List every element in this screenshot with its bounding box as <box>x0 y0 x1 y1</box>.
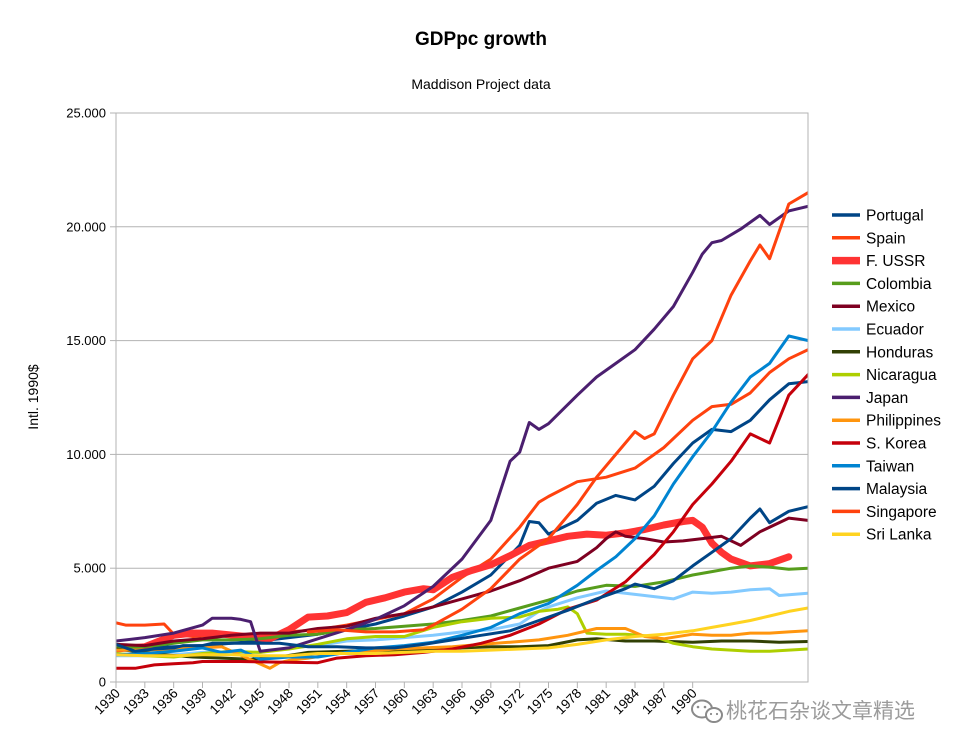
x-tick-label: 1954 <box>322 685 354 717</box>
legend-label-honduras: Honduras <box>866 344 933 361</box>
series-line-taiwan <box>116 334 808 661</box>
x-tick-label: 1942 <box>207 686 239 718</box>
series-lines <box>116 191 808 670</box>
plot-area-border <box>115 112 809 683</box>
x-tick-label: 1969 <box>466 686 498 718</box>
x-tick-label: 1978 <box>553 686 585 718</box>
series-line-singapore <box>306 191 808 634</box>
series-line-japan <box>116 204 808 653</box>
gridlines <box>116 112 808 569</box>
legend-label-philippines: Philippines <box>866 413 941 430</box>
chart-title: GDPpc growth <box>415 29 547 50</box>
legend: Portugal Spain F. USSR Colombia Mexico Ecuado… <box>832 208 941 544</box>
y-tick-label: 10.000 <box>66 447 106 462</box>
legend-label-nicaragua: Nicaragua <box>866 367 937 384</box>
x-tick-label: 1981 <box>581 686 613 718</box>
legend-label-colombia: Colombia <box>866 276 932 293</box>
wechat-icon <box>691 699 723 723</box>
series-line-s-korea <box>116 373 808 670</box>
chart-subtitle: Maddison Project data <box>411 76 551 92</box>
x-tick-label: 1984 <box>610 685 642 717</box>
y-tick-label: 0 <box>99 675 106 690</box>
y-axis-label: Intl. 1990$ <box>25 364 41 430</box>
series-line-malaysia <box>116 505 808 653</box>
x-tick-label: 1939 <box>178 686 210 718</box>
x-tick-label: 1933 <box>120 686 152 718</box>
y-tick-label: 25.000 <box>66 106 106 121</box>
x-tick-label: 1990 <box>668 686 700 718</box>
legend-label-singapore: Singapore <box>866 504 937 521</box>
legend-label-s-korea: S. Korea <box>866 436 927 453</box>
x-tick-label: 1930 <box>91 686 123 718</box>
y-tick-label: 5.000 <box>73 561 106 576</box>
y-tick-label: 20.000 <box>66 219 106 234</box>
watermark-text: 桃花石杂谈文章精选 <box>726 700 915 723</box>
x-tick-label: 1945 <box>235 686 267 718</box>
series-line-sri-lanka <box>116 606 808 658</box>
legend-label-portugal: Portugal <box>866 208 924 225</box>
y-axis-ticks: 0 5.000 10.000 15.000 20.000 25.000 <box>66 106 116 690</box>
x-tick-label: 1975 <box>524 686 556 718</box>
y-tick-label: 15.000 <box>66 333 106 348</box>
x-tick-label: 1957 <box>351 686 383 718</box>
x-tick-label: 1963 <box>408 686 440 718</box>
x-axis-ticks: 1930193319361939194219451948195119541957… <box>91 682 700 717</box>
series-line-colombia <box>116 564 808 650</box>
x-tick-label: 1966 <box>437 686 469 718</box>
x-tick-label: 1960 <box>380 686 412 718</box>
series-line-mexico <box>116 516 808 648</box>
legend-label-spain: Spain <box>866 230 906 247</box>
x-tick-label: 1951 <box>293 686 325 718</box>
legend-label-taiwan: Taiwan <box>866 458 914 475</box>
x-tick-label: 1987 <box>639 686 671 718</box>
legend-label-sri-lanka: Sri Lanka <box>866 527 932 544</box>
x-tick-label: 1936 <box>149 686 181 718</box>
plot-frame <box>115 112 809 683</box>
legend-label-f-ussr: F. USSR <box>866 253 925 270</box>
legend-label-ecuador: Ecuador <box>866 322 924 339</box>
legend-label-japan: Japan <box>866 390 908 407</box>
legend-label-malaysia: Malaysia <box>866 481 928 498</box>
legend-label-mexico: Mexico <box>866 299 915 316</box>
x-tick-label: 1972 <box>495 686 527 718</box>
series-line-f-ussr <box>116 516 793 653</box>
x-tick-label: 1948 <box>264 686 296 718</box>
watermark: 桃花石杂谈文章精选 <box>691 699 915 723</box>
